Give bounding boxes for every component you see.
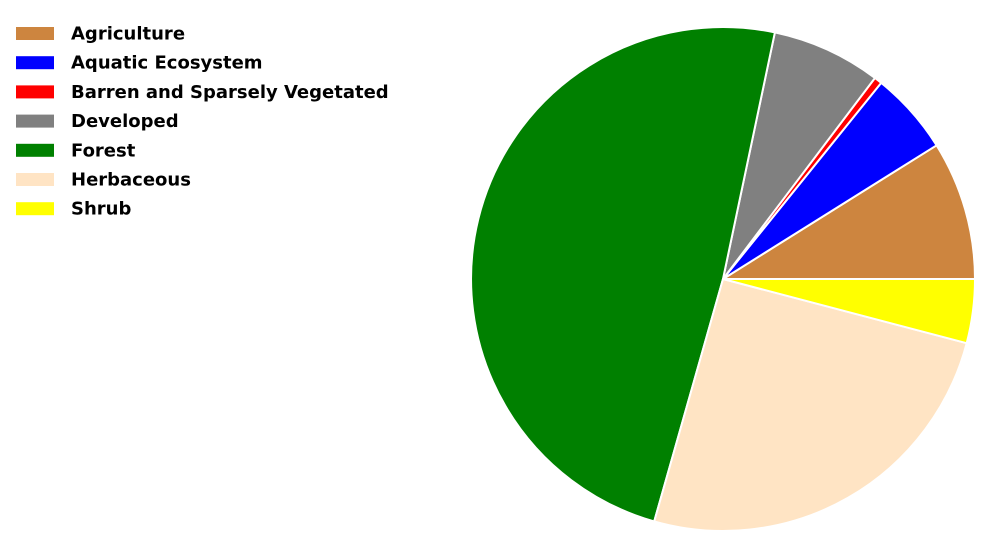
pie-slice-agriculture <box>722 144 976 280</box>
pie-slice-herbaceous <box>653 278 968 532</box>
legend-swatch-herbaceous <box>16 173 54 186</box>
legend-swatch-aquatic-ecosystem <box>16 56 54 70</box>
chart-legend: Agriculture Aquatic Ecosystem Barren and S… <box>16 24 389 220</box>
legend-label-shrub: Shrub <box>71 199 131 220</box>
legend-label-herbaceous: Herbaceous <box>71 170 191 191</box>
pie-slice-shrub <box>722 278 976 345</box>
legend-label-barren-and-sparsely-vegetated: Barren and Sparsely Vegetated <box>71 82 389 103</box>
legend-swatch-agriculture <box>16 27 54 40</box>
legend-label-forest: Forest <box>71 140 136 161</box>
legend-label-developed: Developed <box>71 111 179 132</box>
legend-label-agriculture: Agriculture <box>71 24 185 45</box>
legend-label-aquatic-ecosystem: Aquatic Ecosystem <box>71 53 263 74</box>
legend-swatch-shrub <box>16 202 54 216</box>
legend-swatch-barren-and-sparsely-vegetated <box>16 85 54 99</box>
legend-swatch-developed <box>16 114 54 128</box>
pie-slice-forest <box>470 26 776 523</box>
pie-slice-developed <box>722 31 876 280</box>
pie-slices <box>470 26 976 532</box>
legend-swatch-forest <box>16 143 54 157</box>
